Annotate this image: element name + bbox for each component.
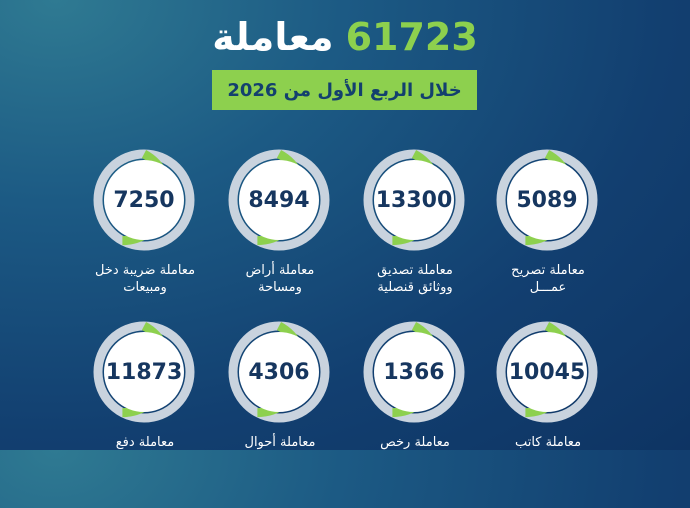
stat-card-civil-status: 4306 معاملة أحوال: [215, 318, 345, 508]
stat-value: 4306: [248, 359, 310, 385]
stat-label-line2: عمـــل: [529, 280, 567, 295]
headline: 61723 معاملة: [0, 12, 690, 62]
ring-center: [239, 160, 319, 240]
ring-graphic: [496, 321, 598, 423]
stat-card-work-permit: 5089 معاملة تصريح عمـــل: [483, 146, 613, 336]
stat-card-payment: 11873 معاملة دفع: [80, 318, 210, 508]
stat-label-line1: معاملة دفع: [115, 435, 175, 450]
stat-label-line1: معاملة تصديق: [377, 263, 453, 278]
period-text: خلال الربع الأول من 2026: [227, 79, 462, 101]
ring-center: [507, 332, 587, 412]
ring-graphic: [93, 149, 195, 251]
ring-center: [374, 332, 454, 412]
progress-ring: 8494: [225, 146, 333, 254]
stat-label: معاملة كاتب: [483, 434, 613, 451]
stat-card-attestation: 13300 معاملة تصديق ووثائق قنصلية: [350, 146, 480, 336]
stat-value: 7250: [113, 187, 175, 213]
stat-label: معاملة تصديق ووثائق قنصلية: [350, 262, 480, 296]
stat-value: 13300: [375, 187, 453, 213]
stat-label-line1: معاملة تصريح: [511, 263, 585, 278]
progress-ring: 1366: [360, 318, 468, 426]
total-word: معاملة: [212, 15, 334, 59]
stat-value: 10045: [508, 359, 586, 385]
ring-graphic: [496, 149, 598, 251]
stat-label-line2: ومساحة: [258, 280, 302, 295]
stats-grid: 5089 معاملة تصريح عمـــل 13300 معاملة تص…: [80, 146, 613, 423]
ring-graphic: [228, 321, 330, 423]
period-banner: خلال الربع الأول من 2026: [212, 70, 477, 110]
ring-graphic: [93, 321, 195, 423]
ring-center: [507, 160, 587, 240]
stat-label-line1: معاملة أحوال: [244, 435, 316, 450]
stat-value: 1366: [383, 359, 445, 385]
progress-ring: 4306: [225, 318, 333, 426]
ring-graphic: [363, 149, 465, 251]
stat-label: معاملة ضريبة دخل ومبيعات: [80, 262, 210, 296]
ring-center: [104, 332, 184, 412]
stat-card-income-tax: 7250 معاملة ضريبة دخل ومبيعات: [80, 146, 210, 336]
stat-value: 11873: [105, 359, 183, 385]
progress-ring: 5089: [493, 146, 601, 254]
stat-label: معاملة أحوال: [215, 434, 345, 451]
total-count: 61723: [345, 15, 478, 59]
progress-ring: 13300: [360, 146, 468, 254]
stat-card-lands: 8494 معاملة أراض ومساحة: [215, 146, 345, 336]
ring-center: [374, 160, 454, 240]
stat-value: 5089: [516, 187, 578, 213]
stat-card-licenses: 1366 معاملة رخص: [350, 318, 480, 508]
stat-label: معاملة دفع: [80, 434, 210, 451]
ring-graphic: [363, 321, 465, 423]
ring-center: [239, 332, 319, 412]
stat-label: معاملة تصريح عمـــل: [483, 262, 613, 296]
stat-label-line1: معاملة ضريبة دخل: [94, 263, 196, 278]
progress-ring: 7250: [90, 146, 198, 254]
ring-center: [104, 160, 184, 240]
stat-label-line1: معاملة أراض: [245, 263, 315, 278]
stat-label-line2: ومبيعات: [123, 280, 167, 295]
stat-value: 8494: [248, 187, 310, 213]
progress-ring: 11873: [90, 318, 198, 426]
ring-graphic: [228, 149, 330, 251]
stat-label-line1: معاملة رخص: [380, 435, 450, 450]
stat-card-notary: 10045 معاملة كاتب: [483, 318, 613, 508]
stat-label-line1: معاملة كاتب: [514, 435, 582, 450]
stat-label: معاملة أراض ومساحة: [215, 262, 345, 296]
stat-label-line2: ووثائق قنصلية: [377, 280, 453, 295]
stat-label: معاملة رخص: [350, 434, 480, 451]
progress-ring: 10045: [493, 318, 601, 426]
